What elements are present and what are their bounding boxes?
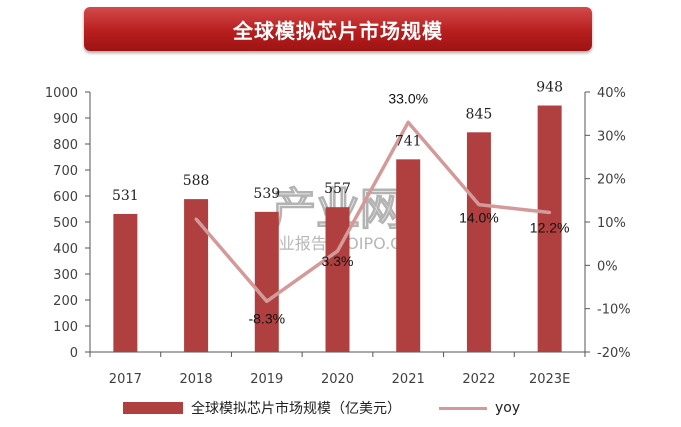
bar-value-label: 845 [466, 106, 493, 122]
yoy-value-label: -8.3% [248, 310, 285, 326]
bar-value-label: 531 [112, 188, 139, 204]
left-tick-label: 0 [70, 346, 78, 361]
right-tick-label: 40% [597, 86, 626, 101]
legend-line-swatch [439, 406, 487, 410]
bar-2020 [325, 207, 350, 352]
right-tick-label: 20% [597, 173, 626, 188]
legend-line-label: yoy [495, 400, 521, 416]
x-tick-label: 2020 [321, 372, 354, 387]
x-tick-label: 2023E [529, 372, 570, 387]
bar-2018 [184, 199, 209, 352]
right-tick-label: 0% [597, 259, 618, 274]
yoy-value-label: 12.2% [530, 219, 570, 235]
bar-2022 [466, 132, 491, 352]
bar-value-label: 741 [395, 133, 422, 149]
data-labels: 531 588 539 557 741 845 948 -8.3% 3.3% 33.0% 14.0%… [112, 80, 570, 327]
bar-2021 [396, 159, 421, 352]
x-tick-label: 2018 [180, 372, 213, 387]
left-tick-label: 900 [53, 112, 78, 127]
yoy-point-2022 [477, 203, 481, 207]
left-tick-label: 700 [53, 164, 78, 179]
yoy-point-2019 [265, 299, 269, 303]
chart-title: 全球模拟芯片市场规模 [233, 18, 443, 43]
bar-2019 [254, 211, 279, 352]
left-tick-label: 800 [53, 138, 78, 153]
legend: 全球模拟芯片市场规模（亿美元） yoy [123, 396, 520, 420]
legend-bar-label: 全球模拟芯片市场规模（亿美元） [191, 401, 401, 417]
bar-value-label: 539 [253, 186, 280, 202]
legend-bar-swatch [123, 402, 183, 414]
left-tick-label: 400 [53, 242, 78, 257]
yoy-line [194, 120, 550, 304]
right-tick-label: -20% [597, 346, 631, 361]
yoy-point-2023E [548, 210, 552, 214]
left-tick-label: 200 [53, 294, 78, 309]
bar-value-label: 948 [536, 80, 563, 96]
x-tick-label: 2022 [462, 372, 495, 387]
yoy-point-2020 [336, 249, 339, 253]
right-tick-label: 30% [597, 129, 626, 144]
left-tick-label: 1000 [45, 86, 78, 101]
chart-title-banner: 全球模拟芯片市场规模 [84, 7, 592, 51]
right-tick-label: 10% [597, 216, 626, 231]
yoy-value-label: 14.0% [459, 210, 499, 226]
x-tick-label: 2019 [250, 372, 283, 387]
x-tick-label: 2017 [109, 372, 142, 387]
yoy-point-2021 [406, 120, 410, 124]
yoy-point-2018 [194, 217, 198, 221]
bar-value-label: 557 [324, 181, 351, 197]
left-tick-label: 100 [53, 320, 78, 335]
yoy-value-label: 33.0% [388, 90, 428, 106]
left-tick-label: 500 [53, 216, 78, 231]
bar-2023E [537, 105, 562, 353]
bar-2017 [113, 213, 138, 352]
left-tick-label: 300 [53, 268, 78, 283]
chart-axes: 0 100 200 300 400 500 600 700 800 900 1000 -20% -10%… [45, 86, 631, 387]
x-tick-label: 2021 [392, 372, 425, 387]
left-tick-label: 600 [53, 190, 78, 205]
right-tick-label: -10% [597, 303, 631, 318]
yoy-value-label: 3.3% [322, 253, 354, 269]
bar-series [113, 105, 562, 353]
bar-value-label: 588 [183, 173, 210, 189]
yoy-line-series [194, 120, 552, 304]
